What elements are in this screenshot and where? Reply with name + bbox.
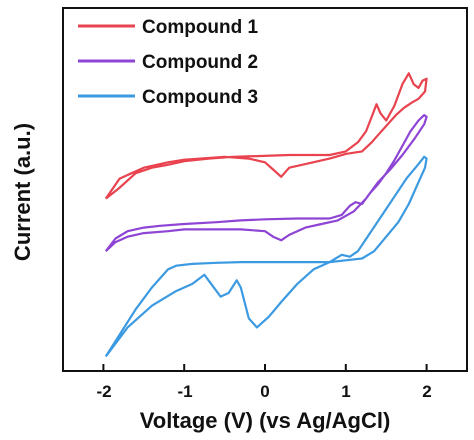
series-line-compound-3 [104, 155, 428, 358]
legend: Compound 1 Compound 2 Compound 3 [78, 17, 259, 108]
x-axis: -2 -1 0 1 2 Voltage (V) (vs Ag/AgCl) [96, 364, 432, 433]
legend-label: Compound 1 [142, 17, 259, 38]
x-tick-label: -2 [96, 382, 111, 401]
legend-label: Compound 2 [142, 52, 258, 73]
y-axis-title: Current (a.u.) [10, 123, 35, 261]
series-line-compound-2 [104, 114, 428, 253]
x-tick-label: 2 [422, 382, 431, 401]
x-tick-label: 1 [341, 382, 350, 401]
x-axis-title: Voltage (V) (vs Ag/AgCl) [140, 408, 391, 433]
series-line-compound-1 [104, 72, 428, 200]
x-tick-marks [102, 364, 428, 371]
series-lines [104, 72, 428, 358]
legend-label: Compound 3 [142, 87, 258, 108]
x-tick-label: -1 [177, 382, 192, 401]
x-tick-label: 0 [260, 382, 269, 401]
